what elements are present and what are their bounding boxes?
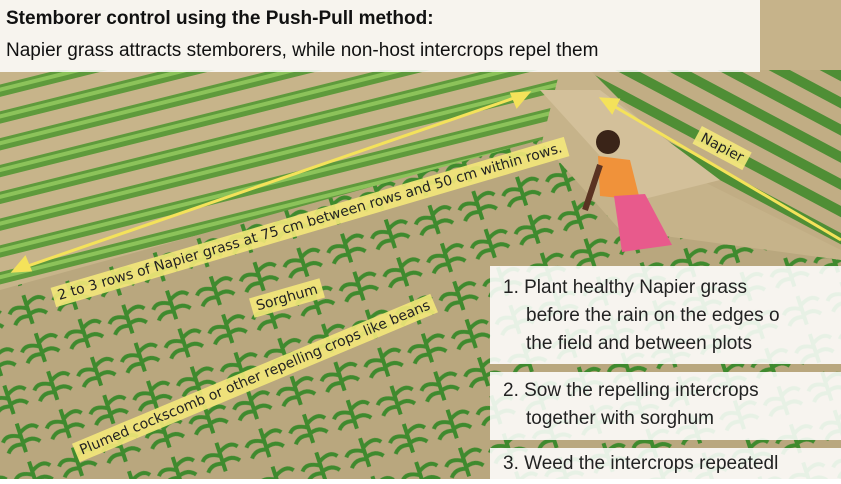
title: Stemborer control using the Push-Pull me… [6,8,434,29]
page: Stemborer control using the Push-Pull me… [0,0,841,479]
illustration: Stemborer control using the Push-Pull me… [0,0,841,479]
step-line: 1. Plant healthy Napier grass [503,277,747,298]
step-line: 2. Sow the repelling intercrops [503,380,759,401]
step-line: together with sorghum [526,408,714,429]
step-line: the field and between plots [526,333,752,354]
step-line: before the rain on the edges o [526,305,780,326]
subtitle: Napier grass attracts stemborers, while … [6,40,598,61]
step-line: 3. Weed the intercrops repeatedl [503,453,778,474]
